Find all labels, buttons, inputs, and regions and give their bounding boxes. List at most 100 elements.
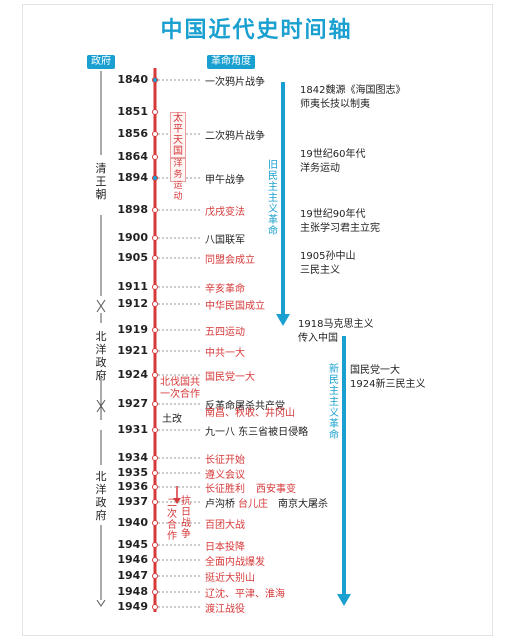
axis-dot	[152, 109, 158, 115]
axis-dot	[152, 284, 158, 290]
event-label: 全面内战爆发	[205, 557, 265, 568]
gov-tag: 政府	[87, 55, 115, 69]
year-label: 1919	[117, 323, 148, 336]
year-label: 1940	[117, 516, 148, 529]
kangri-arrow-head	[173, 498, 181, 504]
year-label: 1948	[117, 585, 148, 598]
year-label: 1905	[117, 251, 148, 264]
note-60s: 19世纪60年代 洋务运动	[300, 149, 366, 174]
event-label: 同盟会成立	[205, 255, 255, 266]
event-label: 辛亥革命	[205, 284, 245, 295]
axis-dot	[152, 455, 158, 461]
axis-dot	[152, 589, 158, 595]
event-label: 五四运动	[205, 327, 245, 338]
event-label: 长征开始	[205, 455, 245, 466]
note-1842: 1842魏源《海国图志》 师夷长技以制夷	[300, 85, 406, 110]
kangri-label: 抗日战争	[181, 496, 191, 540]
new-rev-arrow-head	[337, 594, 351, 606]
axis-dot	[152, 401, 158, 407]
event-label: 甲午战争	[205, 175, 245, 186]
year-label: 1945	[117, 538, 148, 551]
year-label: 1856	[117, 127, 148, 140]
event-label: 日本投降	[205, 542, 245, 553]
year-label: 1864	[117, 150, 148, 163]
yangwu-label: 洋务运动	[170, 158, 186, 202]
axis-dot	[152, 207, 158, 213]
beiyang2-label: 北洋政府	[95, 470, 107, 522]
axis-dot	[152, 372, 158, 378]
event-label: 反革命屠杀共产党	[205, 401, 285, 412]
axis-dot	[152, 604, 158, 610]
year-label: 1894	[117, 171, 148, 184]
year-label: 1937	[117, 495, 148, 508]
qing-label: 清王朝	[95, 162, 107, 201]
axis-dot	[152, 301, 158, 307]
event-label: 一次鸦片战争	[205, 77, 265, 88]
nanjing-event: 南京大屠杀	[278, 499, 328, 510]
year-label: 1924	[117, 368, 148, 381]
axis-dot	[152, 427, 158, 433]
year-label: 1935	[117, 466, 148, 479]
year-label: 1946	[117, 553, 148, 566]
axis-dot	[152, 175, 158, 181]
event-label: 长征胜利	[205, 484, 245, 495]
year-label: 1921	[117, 344, 148, 357]
revolution-tag: 革命角度	[207, 55, 255, 69]
axis-dot	[152, 327, 158, 333]
axis-dot	[152, 573, 158, 579]
axis-dot	[152, 557, 158, 563]
old-revolution-label: 旧民主主义革命	[268, 160, 278, 237]
note-1905: 1905孙中山 三民主义	[300, 251, 356, 276]
note-90s: 19世纪90年代 主张学习君主立宪	[300, 209, 380, 234]
year-label: 1840	[117, 73, 148, 86]
event-1927-b: 南昌、秋收、井冈山	[205, 408, 295, 419]
page-title: 中国近代史时间轴	[160, 18, 353, 43]
event-label: 中共一大	[205, 348, 245, 359]
event-label: 八国联军	[205, 235, 245, 246]
event-label: 戊戌变法	[205, 207, 245, 218]
year-label: 1911	[117, 280, 148, 293]
year-label: 1851	[117, 105, 148, 118]
year-label: 1949	[117, 600, 148, 613]
axis-dot	[152, 499, 158, 505]
year-label: 1931	[117, 423, 148, 436]
beiyang1-label: 北洋政府	[95, 330, 107, 382]
note-1924: 国民党一大 1924新三民主义	[350, 365, 426, 390]
beifa-label: 北伐国共一次合作	[160, 377, 200, 400]
year-label: 1927	[117, 397, 148, 410]
axis-dot	[152, 348, 158, 354]
new-revolution-label: 新民主主义革命	[329, 364, 339, 441]
axis-dot	[152, 77, 158, 83]
divider-arrow-3	[96, 599, 106, 607]
year-label: 1936	[117, 480, 148, 493]
event-label: 九一八 东三省被日侵略	[205, 427, 309, 438]
axis-dot	[152, 131, 158, 137]
axis-dot	[152, 484, 158, 490]
taiping-label: 太平天国	[170, 112, 186, 158]
divider-arrow-1	[96, 299, 106, 313]
event-label: 卢沟桥	[205, 499, 235, 510]
taierzhuang-event: 台儿庄	[238, 499, 268, 510]
event-label: 渡江战役	[205, 604, 245, 615]
axis-dot	[152, 235, 158, 241]
event-label: 辽沈、平津、淮海	[205, 589, 285, 600]
event-label: 二次鸦片战争	[205, 131, 265, 142]
year-label: 1900	[117, 231, 148, 244]
tugai-label: 土改	[162, 414, 182, 425]
note-1918: 1918马克思主义 传入中国	[298, 319, 374, 344]
event-label: 百团大战	[205, 520, 245, 531]
year-label: 1898	[117, 203, 148, 216]
divider-arrow-2	[96, 399, 106, 413]
axis-dot	[152, 520, 158, 526]
year-label: 1912	[117, 297, 148, 310]
axis-dot	[152, 470, 158, 476]
axis-ticks	[152, 77, 200, 610]
event-label: 中华民国成立	[205, 301, 265, 312]
xian-event: 西安事变	[256, 484, 296, 495]
event-label: 挺近大别山	[205, 573, 255, 584]
axis-dot	[152, 542, 158, 548]
year-label: 1934	[117, 451, 148, 464]
event-label: 遵义会议	[205, 470, 245, 481]
old-rev-arrow-head	[276, 314, 290, 326]
